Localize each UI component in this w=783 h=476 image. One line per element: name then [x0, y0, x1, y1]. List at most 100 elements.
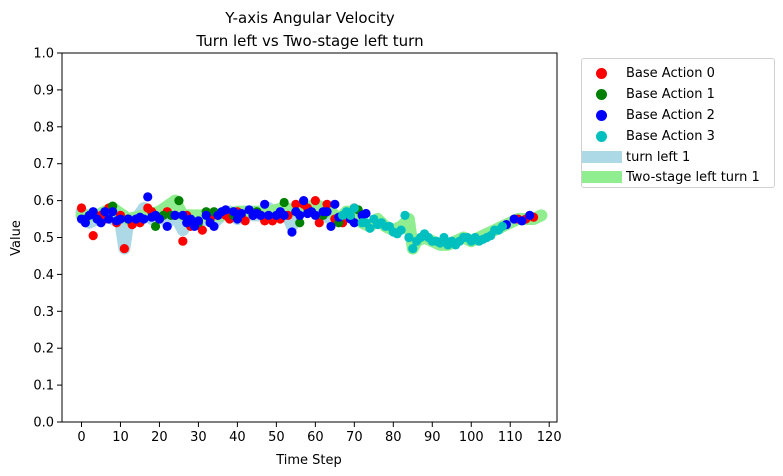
legend-label-base-action-3: Base Action 3: [626, 128, 715, 144]
point-base-action-2: [322, 207, 332, 217]
x-axis-ticks: 0 10 20 30 40 50 60 70 80 90 100 110 120: [77, 422, 562, 445]
point-base-action-2: [299, 196, 309, 206]
legend-item-base-action-2: Base Action 2: [582, 105, 715, 125]
point-base-action-2: [96, 218, 106, 228]
point-base-action-2: [115, 214, 126, 224]
point-base-action-0: [119, 243, 129, 254]
point-base-action-2: [186, 214, 196, 224]
point-base-action-2: [178, 210, 188, 220]
y-tick-label: 0.9: [33, 83, 54, 98]
legend-marker-base-action-0: [596, 67, 607, 79]
y-tick-label: 0.2: [33, 342, 54, 357]
point-base-action-0: [310, 196, 320, 206]
x-tick-label: 20: [151, 430, 168, 445]
y-tick-label: 0.1: [33, 379, 54, 394]
point-base-action-2: [260, 199, 270, 209]
point-base-action-0: [197, 225, 207, 235]
point-base-action-0: [76, 203, 87, 213]
point-base-action-3: [408, 243, 418, 254]
legend-item-base-action-0: Base Action 0: [582, 63, 715, 83]
point-base-action-2: [263, 210, 274, 220]
x-tick-label: 40: [229, 430, 246, 445]
legend-label-turn-left-1: turn left 1: [626, 149, 691, 165]
point-base-action-2: [108, 207, 118, 217]
point-base-action-2: [221, 205, 231, 215]
point-base-action-0: [178, 236, 188, 246]
point-base-action-2: [256, 210, 266, 220]
legend-label-base-action-2: Base Action 2: [626, 107, 715, 123]
point-base-action-2: [162, 221, 172, 232]
legend-item-base-action-3: Base Action 3: [582, 126, 715, 146]
point-base-action-1: [279, 197, 289, 208]
point-base-action-2: [154, 214, 165, 224]
point-base-action-2: [287, 227, 297, 237]
x-axis-label: Time Step: [275, 453, 342, 468]
point-base-action-3: [497, 221, 508, 232]
point-base-action-2: [100, 207, 110, 217]
point-base-action-2: [193, 216, 204, 226]
x-tick-label: 10: [112, 430, 129, 445]
point-base-action-2: [209, 221, 219, 232]
legend-label-base-action-0: Base Action 0: [626, 65, 715, 81]
point-base-action-2: [88, 207, 98, 217]
point-base-action-2: [517, 216, 527, 226]
point-base-action-3: [349, 203, 359, 213]
chart-title: Y-axis Angular Velocity: [224, 9, 395, 27]
point-base-action-2: [279, 210, 289, 220]
legend-marker-base-action-1: [596, 88, 607, 100]
point-base-action-2: [228, 207, 239, 217]
x-tick-label: 110: [498, 430, 523, 445]
point-base-action-3: [439, 232, 449, 243]
point-base-action-2: [361, 208, 371, 219]
point-base-action-0: [322, 199, 332, 209]
point-base-action-3: [404, 232, 414, 243]
x-tick-label: 50: [268, 430, 285, 445]
points-layer: [76, 192, 539, 254]
point-base-action-0: [291, 199, 301, 209]
y-tick-label: 0.4: [33, 268, 54, 283]
chart-subtitle: Turn left vs Two-stage left turn: [195, 32, 423, 50]
y-tick-label: 0.6: [33, 194, 54, 209]
x-tick-label: 90: [424, 430, 441, 445]
point-base-action-2: [104, 214, 114, 224]
x-tick-label: 60: [307, 430, 324, 445]
point-base-action-3: [396, 225, 406, 235]
point-base-action-2: [310, 210, 320, 220]
point-base-action-2: [509, 214, 519, 224]
legend-marker-base-action-3: [596, 130, 607, 142]
legend-marker-base-action-2: [596, 109, 607, 121]
point-base-action-2: [349, 218, 359, 228]
legend-marker-turn-left-1: [582, 151, 622, 163]
y-tick-label: 0.3: [33, 305, 54, 320]
point-base-action-2: [525, 210, 535, 220]
point-base-action-2: [143, 192, 153, 202]
x-tick-label: 70: [346, 430, 363, 445]
x-tick-label: 80: [385, 430, 402, 445]
y-tick-label: 1.0: [33, 47, 54, 62]
y-axis-label: Value: [9, 220, 24, 256]
point-base-action-2: [139, 214, 149, 224]
y-tick-label: 0.7: [33, 157, 54, 172]
y-axis-ticks: 0.0 0.1 0.2 0.3 0.4 0.5 0.6 0.7 0.8 0.9 1.0: [33, 47, 62, 431]
point-base-action-3: [345, 210, 356, 220]
x-tick-label: 120: [537, 430, 562, 445]
legend-item-base-action-1: Base Action 1: [582, 84, 715, 104]
legend-item-turn-left-1: turn left 1: [582, 147, 690, 167]
point-base-action-2: [80, 218, 90, 228]
point-base-action-1: [150, 221, 161, 232]
point-base-action-1: [174, 196, 184, 206]
point-base-action-0: [314, 218, 324, 228]
point-base-action-1: [295, 218, 305, 228]
y-tick-label: 0.0: [33, 416, 54, 431]
point-base-action-3: [365, 223, 375, 233]
x-tick-label: 30: [190, 430, 207, 445]
point-base-action-2: [123, 214, 133, 224]
legend-label-two-stage-left-turn-1: Two-stage left turn 1: [626, 169, 760, 185]
point-base-action-2: [326, 221, 336, 232]
y-tick-label: 0.5: [33, 231, 54, 246]
x-tick-label: 0: [77, 430, 85, 445]
legend-marker-two-stage-left-turn-1: [582, 171, 622, 183]
x-tick-label: 100: [459, 430, 484, 445]
